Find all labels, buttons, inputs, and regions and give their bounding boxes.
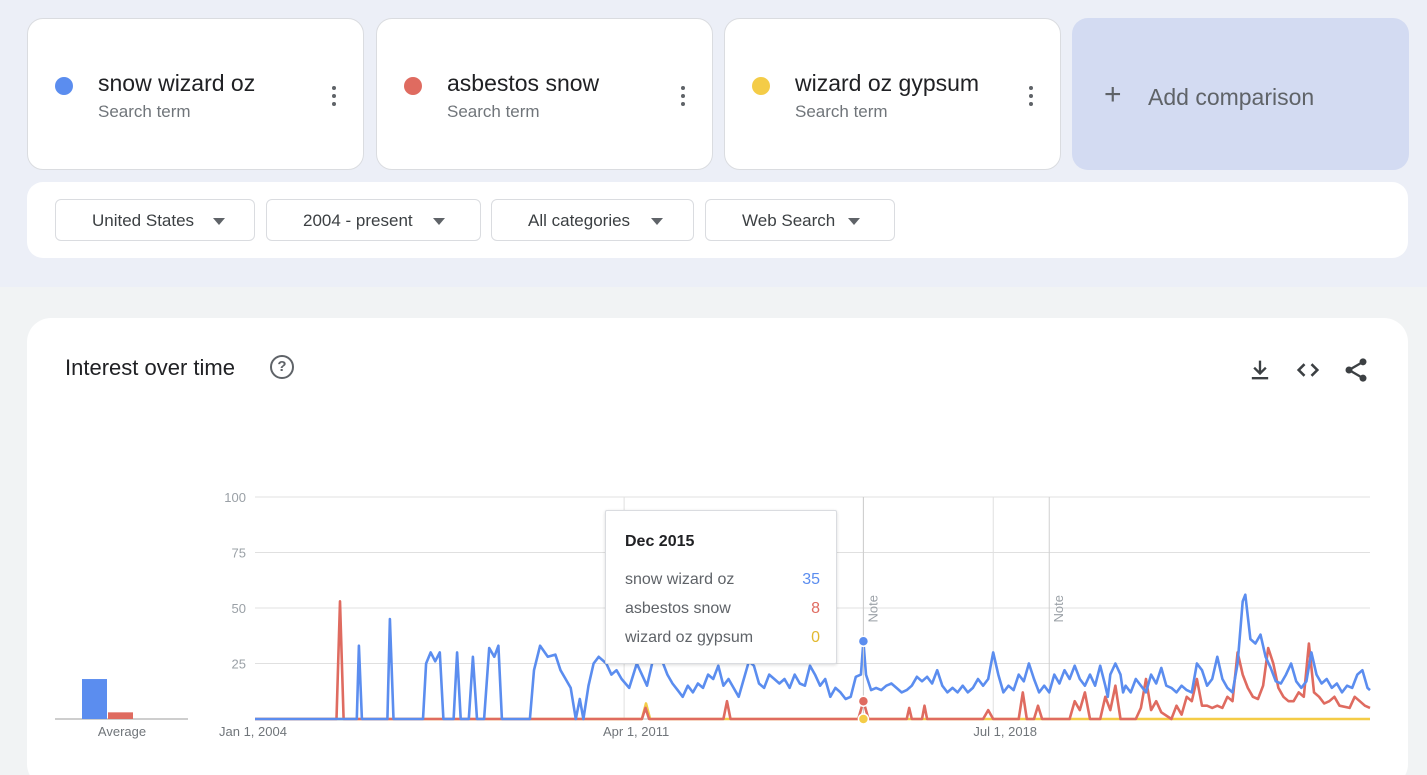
share-icon[interactable] bbox=[1342, 356, 1370, 384]
chart-title: Interest over time bbox=[65, 355, 235, 380]
dropdown-arrow-icon bbox=[213, 218, 225, 225]
x-tick-label: Jul 1, 2018 bbox=[973, 724, 1037, 739]
series-color-dot bbox=[752, 77, 770, 95]
term-card-wizard-oz-gypsum[interactable]: wizard oz gypsum Search term bbox=[724, 18, 1061, 170]
average-bar-1 bbox=[108, 712, 133, 719]
y-tick-label: 25 bbox=[232, 657, 246, 672]
series-line-snow-wizard-oz bbox=[255, 593, 1371, 721]
term-type-label: Search term bbox=[447, 102, 540, 121]
embed-code-icon[interactable] bbox=[1294, 356, 1322, 384]
tooltip-series-value: 8 bbox=[811, 600, 820, 617]
search-property-filter[interactable]: Web Search bbox=[705, 199, 895, 241]
average-bar-0 bbox=[82, 679, 107, 719]
time-range-filter-label: 2004 - present bbox=[303, 211, 413, 230]
hover-point-0 bbox=[857, 635, 870, 648]
term-name: asbestos snow bbox=[447, 70, 600, 96]
tooltip-series-value: 35 bbox=[802, 571, 820, 588]
search-property-filter-label: Web Search bbox=[742, 211, 836, 230]
series-color-dot bbox=[404, 77, 422, 95]
region-filter[interactable]: United States bbox=[55, 199, 255, 241]
tooltip-series-value: 0 bbox=[811, 629, 820, 646]
y-tick-label: 75 bbox=[232, 546, 246, 561]
series-line-asbestos-snow bbox=[255, 600, 1371, 721]
tooltip-row: snow wizard oz 35 bbox=[625, 571, 820, 589]
add-comparison-button[interactable]: + Add comparison bbox=[1072, 18, 1409, 170]
add-comparison-label: Add comparison bbox=[1148, 84, 1315, 110]
download-icon[interactable] bbox=[1246, 356, 1274, 384]
chart-tooltip: Dec 2015 snow wizard oz 35 asbestos snow… bbox=[605, 510, 837, 664]
tooltip-row: wizard oz gypsum 0 bbox=[625, 629, 820, 647]
series-color-dot bbox=[55, 77, 73, 95]
x-tick-label: Jan 1, 2004 bbox=[219, 724, 287, 739]
help-icon[interactable]: ? bbox=[270, 355, 294, 379]
dropdown-arrow-icon bbox=[651, 218, 663, 225]
category-filter-label: All categories bbox=[528, 211, 631, 230]
tooltip-series-name: snow wizard oz bbox=[625, 571, 735, 588]
plus-icon: + bbox=[1104, 78, 1122, 111]
category-filter[interactable]: All categories bbox=[491, 199, 694, 241]
filter-bar: United States 2004 - present All categor… bbox=[27, 182, 1408, 258]
note-label: Note bbox=[1051, 595, 1066, 622]
time-range-filter[interactable]: 2004 - present bbox=[266, 199, 481, 241]
tooltip-series-name: asbestos snow bbox=[625, 600, 731, 617]
more-options-icon[interactable] bbox=[330, 85, 338, 107]
y-tick-label: 50 bbox=[232, 601, 246, 616]
more-options-icon[interactable] bbox=[679, 85, 687, 107]
term-card-snow-wizard-oz[interactable]: snow wizard oz Search term bbox=[27, 18, 364, 170]
tooltip-series-name: wizard oz gypsum bbox=[625, 629, 754, 646]
dropdown-arrow-icon bbox=[433, 218, 445, 225]
term-name: wizard oz gypsum bbox=[795, 70, 980, 96]
dropdown-arrow-icon bbox=[848, 218, 860, 225]
region-filter-label: United States bbox=[92, 211, 195, 230]
term-type-label: Search term bbox=[98, 102, 191, 121]
tooltip-row: asbestos snow 8 bbox=[625, 600, 820, 618]
y-tick-label: 100 bbox=[224, 490, 246, 505]
note-label: Note bbox=[865, 595, 880, 622]
tooltip-date: Dec 2015 bbox=[625, 533, 695, 550]
x-tick-label: Apr 1, 2011 bbox=[603, 724, 669, 739]
average-label: Average bbox=[98, 724, 146, 739]
more-options-icon[interactable] bbox=[1027, 85, 1035, 107]
hover-point-2 bbox=[857, 713, 870, 725]
term-type-label: Search term bbox=[795, 102, 888, 121]
term-name: snow wizard oz bbox=[98, 70, 256, 96]
hover-point-1 bbox=[857, 695, 870, 707]
term-card-asbestos-snow[interactable]: asbestos snow Search term bbox=[376, 18, 713, 170]
